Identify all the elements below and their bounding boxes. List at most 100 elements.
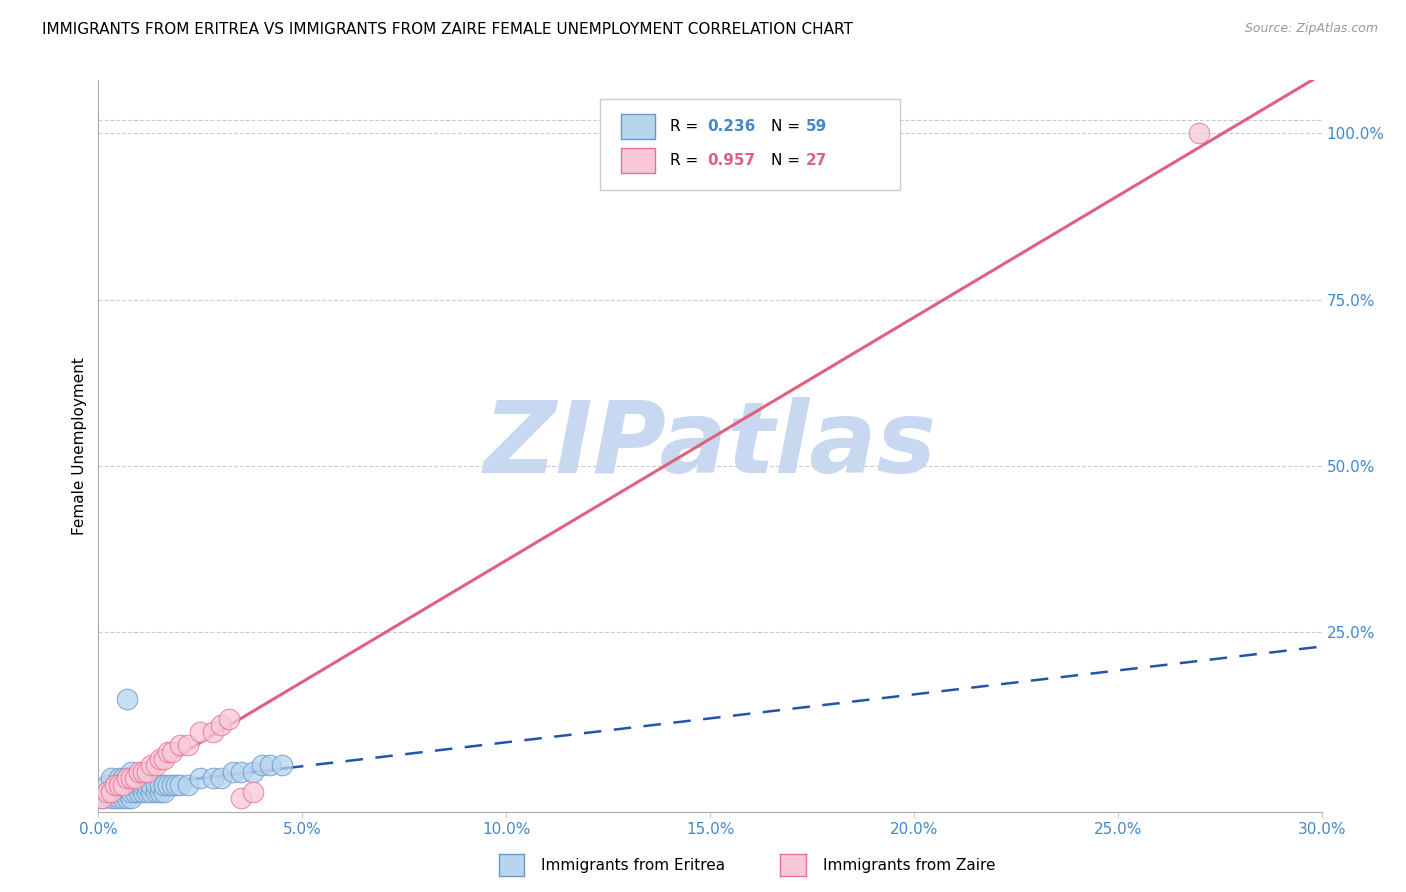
Point	[141, 758, 163, 772]
Point	[188, 725, 212, 739]
Point	[149, 778, 172, 792]
Point	[141, 785, 163, 799]
Point	[111, 778, 134, 792]
Point	[96, 785, 118, 799]
Point	[160, 778, 183, 792]
Point	[177, 778, 200, 792]
Point	[136, 785, 159, 799]
Point	[136, 764, 159, 779]
Text: IMMIGRANTS FROM ERITREA VS IMMIGRANTS FROM ZAIRE FEMALE UNEMPLOYMENT CORRELATION: IMMIGRANTS FROM ERITREA VS IMMIGRANTS FR…	[42, 22, 853, 37]
Point	[108, 778, 131, 792]
Point	[100, 772, 122, 786]
Point	[231, 764, 253, 779]
Point	[115, 785, 138, 799]
Point	[108, 772, 131, 786]
Text: R =: R =	[669, 153, 703, 169]
Point	[160, 745, 183, 759]
Point	[209, 718, 232, 732]
Point	[100, 785, 122, 799]
Point	[145, 785, 167, 799]
Point	[104, 778, 127, 792]
Point	[120, 785, 142, 799]
Point	[104, 778, 127, 792]
Point	[111, 785, 134, 799]
Point	[115, 778, 138, 792]
Text: Immigrants from Zaire: Immigrants from Zaire	[823, 858, 995, 872]
Point	[141, 778, 163, 792]
Point	[156, 745, 179, 759]
Point	[128, 778, 150, 792]
Point	[132, 778, 155, 792]
Text: N =: N =	[772, 119, 806, 134]
Point	[149, 785, 172, 799]
Y-axis label: Female Unemployment: Female Unemployment	[72, 357, 87, 535]
Point	[104, 791, 127, 805]
FancyBboxPatch shape	[620, 148, 655, 173]
Point	[169, 738, 191, 752]
Point	[108, 791, 131, 805]
Point	[124, 772, 146, 786]
Point	[128, 785, 150, 799]
Point	[104, 785, 127, 799]
Point	[201, 772, 224, 786]
Point	[1188, 127, 1211, 141]
Point	[132, 764, 155, 779]
Point	[124, 772, 146, 786]
Point	[222, 764, 245, 779]
Point	[128, 764, 150, 779]
Point	[259, 758, 281, 772]
Point	[218, 712, 240, 726]
Point	[165, 778, 187, 792]
Point	[120, 772, 142, 786]
Point	[231, 791, 253, 805]
Text: 27: 27	[806, 153, 827, 169]
Point	[152, 751, 174, 765]
Point	[132, 785, 155, 799]
Point	[108, 785, 131, 799]
Point	[111, 772, 134, 786]
Text: 0.236: 0.236	[707, 119, 756, 134]
Point	[115, 691, 138, 706]
Point	[115, 791, 138, 805]
Point	[169, 778, 191, 792]
Point	[188, 772, 212, 786]
Point	[100, 785, 122, 799]
Point	[120, 778, 142, 792]
Point	[108, 778, 131, 792]
Point	[132, 772, 155, 786]
Text: Immigrants from Eritrea: Immigrants from Eritrea	[541, 858, 725, 872]
Point	[91, 791, 114, 805]
Point	[111, 791, 134, 805]
Point	[177, 738, 200, 752]
Point	[156, 778, 179, 792]
Point	[270, 758, 294, 772]
Point	[145, 778, 167, 792]
Point	[115, 772, 138, 786]
Text: ZIPatlas: ZIPatlas	[484, 398, 936, 494]
Point	[96, 785, 118, 799]
Point	[250, 758, 273, 772]
Text: Source: ZipAtlas.com: Source: ZipAtlas.com	[1244, 22, 1378, 36]
Point	[152, 778, 174, 792]
Point	[96, 778, 118, 792]
FancyBboxPatch shape	[600, 99, 900, 190]
Text: R =: R =	[669, 119, 703, 134]
Point	[128, 772, 150, 786]
Point	[152, 785, 174, 799]
Text: N =: N =	[772, 153, 806, 169]
Point	[242, 785, 264, 799]
Point	[111, 778, 134, 792]
Point	[120, 791, 142, 805]
Point	[124, 785, 146, 799]
FancyBboxPatch shape	[620, 114, 655, 139]
Point	[149, 751, 172, 765]
Point	[201, 725, 224, 739]
Point	[120, 764, 142, 779]
Point	[145, 758, 167, 772]
Point	[91, 791, 114, 805]
Text: 59: 59	[806, 119, 827, 134]
Point	[100, 791, 122, 805]
Point	[136, 778, 159, 792]
Point	[124, 778, 146, 792]
Point	[209, 772, 232, 786]
